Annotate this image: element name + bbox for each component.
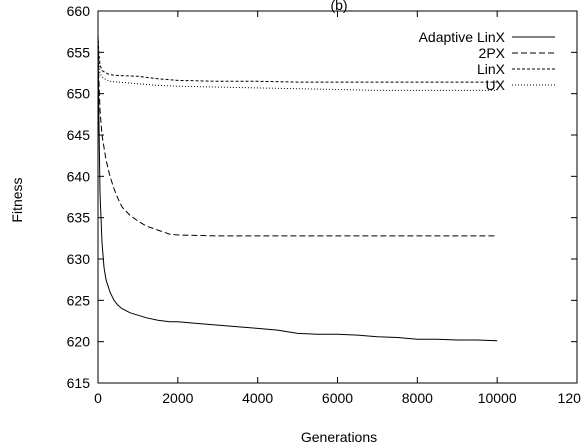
x-tick-label: 2000 (162, 390, 193, 406)
x-tick-label: 0 (94, 390, 102, 406)
y-tick-label: 615 (67, 375, 91, 391)
x-tick-label: 12000 (558, 390, 581, 406)
plot-frame (97, 10, 578, 384)
y-tick-label: 635 (67, 210, 91, 226)
series-line-linx (97, 35, 498, 83)
series-line-adaptive-linx (97, 35, 498, 342)
series-line-ux (97, 35, 498, 91)
series-line-2px (97, 35, 498, 237)
y-tick-label: 620 (67, 334, 91, 350)
y-tick-label: 645 (67, 127, 91, 143)
x-tick-label: 10000 (478, 390, 517, 406)
x-axis: 0 2000 4000 6000 8000 10000 12000 (94, 11, 581, 406)
y-tick-label: 630 (67, 251, 91, 267)
y-axis-title: Fitness (9, 177, 25, 222)
y-tick-label: 640 (67, 168, 91, 184)
x-tick-label: 8000 (402, 390, 433, 406)
legend-label-adaptive-linx: Adaptive LinX (419, 29, 506, 45)
legend-label-ux: UX (486, 77, 506, 93)
x-tick-label: 6000 (322, 390, 353, 406)
y-axis: 615 620 625 630 635 640 645 650 655 660 (67, 3, 577, 391)
series-layer (97, 35, 498, 342)
y-tick-label: 655 (67, 44, 91, 60)
chart-title: (b) (330, 0, 347, 13)
legend-label-linx: LinX (477, 61, 506, 77)
y-tick-label: 660 (67, 3, 91, 19)
x-axis-title: Generations (301, 429, 377, 445)
legend-label-2px: 2PX (479, 45, 506, 61)
y-tick-label: 625 (67, 292, 91, 308)
x-tick-label: 4000 (242, 390, 273, 406)
y-tick-label: 650 (67, 86, 91, 102)
